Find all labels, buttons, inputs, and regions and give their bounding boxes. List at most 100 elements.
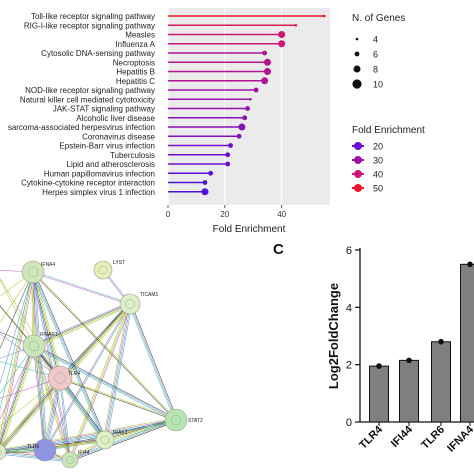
category-label: Epstein-Barr virus infection: [59, 142, 155, 151]
lollipop-dot: [228, 143, 233, 148]
category-label: Natural killer cell mediated cytotoxicit…: [20, 95, 155, 104]
protein-interaction-network: IFNA4 LYST TICAM1 IFNAR1 TLR4 STAT2 IRAK3 TLR6 I…: [0, 260, 203, 469]
legend-fold-enrichment-title: Fold Enrichment: [352, 125, 425, 136]
x-tick-label: 20: [220, 210, 229, 219]
category-label: JAK-STAT signaling pathway: [53, 105, 155, 114]
network-edge: [0, 271, 34, 323]
category-label: sarcoma-associated herpesvirus infection: [8, 123, 155, 132]
network-edge: [33, 346, 176, 422]
legend-size-dot: [352, 79, 362, 89]
category-label: Herpes simplex virus 1 infection: [42, 188, 155, 197]
network-edge: [0, 346, 37, 453]
lollipop-dot: [261, 77, 269, 85]
legend-color-label: 40: [373, 170, 383, 180]
network-edge: [0, 346, 35, 450]
x-tick-labels: 0 20 40: [166, 205, 287, 219]
network-node-label: STAT2: [188, 418, 203, 424]
category-label: Human papillomavirus infection: [44, 169, 155, 178]
legend-color-label: 20: [373, 142, 383, 152]
network-edge: [34, 271, 48, 450]
network-edge: [32, 346, 70, 461]
lollipop-dot: [278, 31, 286, 38]
network-edge: [70, 420, 177, 462]
network-edges: [0, 269, 178, 463]
enrichment-lollipop-chart: Toll-like receptor signaling pathwayRIG-…: [8, 8, 330, 235]
lollipop-dot: [323, 14, 326, 18]
network-node: [0, 443, 7, 461]
network-edge: [0, 271, 34, 444]
network-edge: [69, 419, 177, 461]
network-edge: [102, 303, 129, 440]
lollipop-marks: [168, 14, 326, 196]
network-node-structure: [28, 340, 40, 352]
network-edge: [33, 303, 130, 346]
network-edge: [46, 378, 63, 451]
network-edge: [31, 272, 105, 441]
network-node: [119, 293, 141, 315]
y-tick-labels: 0 2 4 6: [346, 245, 352, 429]
network-edge: [106, 304, 133, 441]
category-label: Measles: [125, 31, 155, 40]
category-label: Cytosolic DNA-sensing pathway: [41, 49, 155, 58]
legend-color-dot: [354, 156, 362, 164]
network-node-structure: [66, 456, 74, 464]
network-edge: [32, 272, 130, 305]
network-edge: [0, 417, 176, 450]
panel-letter-c: C: [273, 241, 284, 258]
network-node-label: IFNAR1: [40, 332, 58, 338]
bar: [369, 365, 389, 423]
network-node-structure: [54, 372, 66, 384]
legend-size-dot: [353, 65, 361, 73]
y-tick-label: 2: [346, 360, 352, 372]
network-nodes: IFNA4 LYST TICAM1 IFNAR1 TLR4 STAT2 IRAK3 TLR6 I…: [0, 260, 203, 469]
network-edge: [0, 271, 34, 385]
x-tick-label: 40: [277, 210, 286, 219]
network-node-structure: [100, 435, 110, 445]
legend-color-dot: [354, 142, 362, 150]
network-edge: [44, 303, 130, 450]
legend-size-label: 4: [373, 35, 378, 45]
network-edge: [33, 271, 71, 460]
bar-point: [438, 338, 444, 345]
bar-point: [406, 357, 412, 364]
lollipop-dot: [278, 40, 286, 48]
network-node-structure: [98, 265, 108, 275]
y-tick-label: 6: [346, 245, 352, 257]
network-edge: [32, 346, 104, 442]
network-edge: [0, 377, 61, 427]
legend-color-label: 50: [373, 184, 383, 194]
lollipop-dot: [225, 161, 231, 167]
lollipop-dot: [253, 87, 259, 93]
network-edge: [32, 272, 176, 421]
network-edge: [42, 377, 59, 450]
legend-size-dot: [355, 37, 359, 41]
legend-color-dot: [354, 170, 362, 178]
network-node-label: TICAM1: [140, 292, 159, 298]
category-label: RIG-I-like receptor signaling pathway: [24, 21, 155, 30]
legend-fold-enrichment: Fold Enrichment 20 30 40 50: [352, 125, 425, 194]
network-node-structure: [125, 299, 135, 309]
network-edge: [33, 301, 130, 345]
legend-size-dot: [354, 51, 360, 57]
category-label: Coronavirus disease: [82, 132, 155, 141]
bar: [460, 263, 474, 423]
network-node-structure: [170, 414, 182, 426]
network-edge: [0, 378, 62, 453]
network-node: [22, 334, 46, 358]
network-edge: [60, 377, 107, 440]
lollipop-dot: [236, 133, 242, 139]
lollipop-dot: [225, 152, 231, 158]
category-label: Alcoholic liver disease: [76, 114, 155, 123]
lollipop-dot: [249, 97, 252, 101]
legend-color-label: 30: [373, 156, 383, 166]
bar-point: [467, 261, 473, 268]
network-node-label: LYST: [113, 260, 125, 266]
network-node-label: TLR4: [68, 371, 80, 377]
network-edge: [0, 421, 177, 454]
network-edge: [0, 271, 34, 350]
lollipop-dot: [245, 106, 250, 111]
legend-gene-count: N. of Genes 4 6 8 10: [352, 13, 405, 90]
network-edge: [34, 305, 131, 349]
network-edge: [59, 377, 106, 441]
